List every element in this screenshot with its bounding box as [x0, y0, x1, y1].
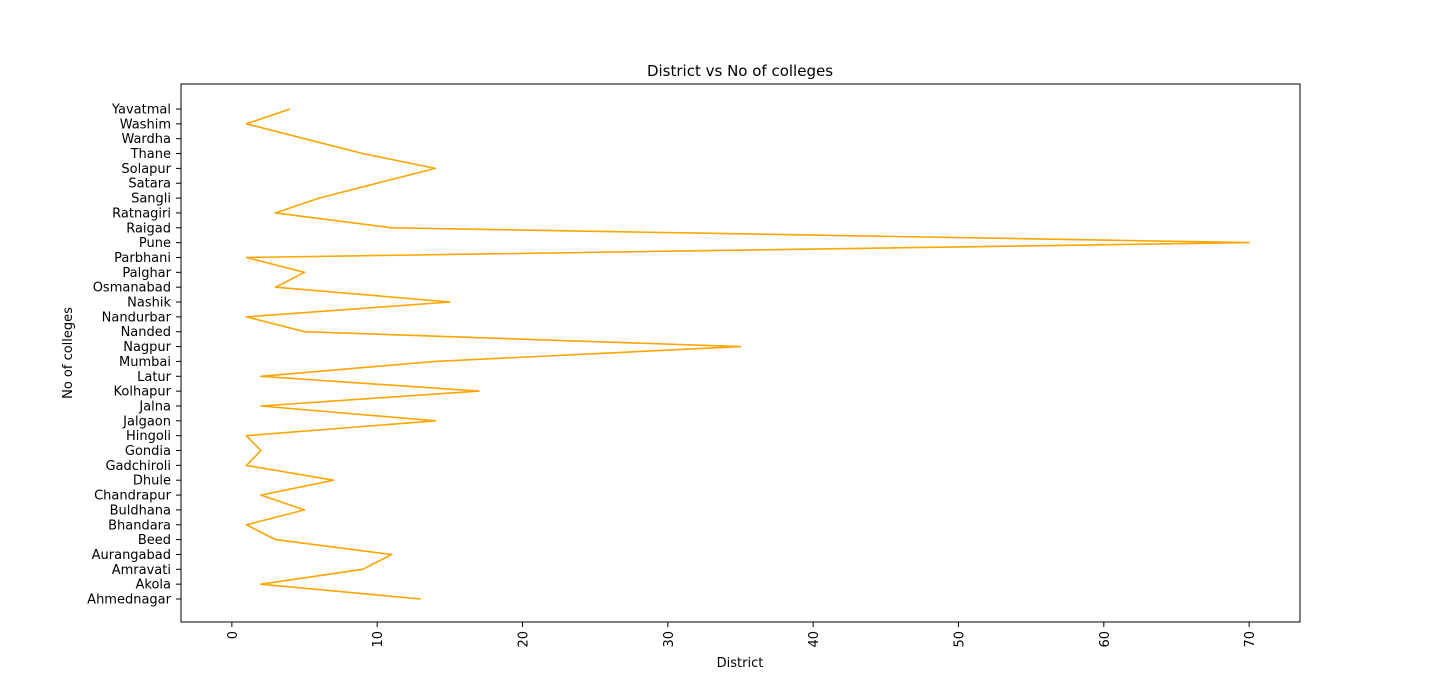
y-tick-label: Akola [136, 578, 172, 593]
y-tick-label: Mumbai [119, 355, 171, 370]
y-tick-label: Thane [130, 147, 171, 162]
y-tick-label: Nanded [121, 325, 171, 340]
x-tick-label: 20 [517, 631, 532, 648]
y-tick-label: Washim [120, 117, 171, 132]
plot-area-frame [180, 83, 1301, 623]
y-tick-label: Beed [138, 533, 171, 548]
y-tick-label: Ratnagiri [112, 206, 171, 221]
y-tick-label: Gondia [125, 444, 171, 459]
x-axis: 0 10 20 30 40 50 60 70 [226, 622, 1258, 648]
y-tick-label: Raigad [126, 221, 171, 236]
y-tick-label: Yavatmal [111, 103, 171, 118]
x-tick-label: 40 [807, 631, 822, 648]
x-tick-label: 0 [226, 631, 241, 639]
y-tick-label: Wardha [121, 132, 171, 147]
y-tick-label: Osmanabad [93, 281, 171, 296]
series-line [245, 108, 1250, 600]
x-tick-label: 50 [952, 631, 967, 648]
chart-title: District vs No of colleges [647, 62, 833, 80]
y-tick-label: Nagpur [123, 340, 171, 355]
y-tick-label: Jalgaon [122, 414, 171, 429]
y-tick-label: Sangli [131, 192, 171, 207]
x-tick-label: 60 [1098, 631, 1113, 648]
y-tick-label: Satara [128, 177, 171, 192]
y-tick-label: Gadchiroli [105, 459, 171, 474]
y-tick-label: Palghar [122, 266, 171, 281]
y-tick-label: Bhandara [108, 518, 171, 533]
x-tick-label: 70 [1243, 631, 1258, 648]
y-tick-label: Hingoli [126, 429, 171, 444]
y-axis-title: No of colleges [61, 307, 76, 399]
y-tick-label: Chandrapur [94, 489, 172, 504]
y-tick-label: Aurangabad [92, 548, 171, 563]
y-tick-label: Ahmednagar [87, 593, 171, 608]
y-tick-label: Amravati [112, 563, 171, 578]
x-tick-label: 10 [371, 631, 386, 648]
y-tick-label: Buldhana [110, 503, 171, 518]
y-tick-label: Nashik [127, 296, 171, 311]
x-tick-label: 30 [662, 631, 677, 648]
y-axis: AhmednagarAkolaAmravatiAurangabadBeedBha… [87, 103, 181, 608]
y-tick-label: Latur [137, 370, 172, 385]
y-tick-label: Dhule [133, 474, 171, 489]
y-tick-label: Pune [139, 236, 171, 251]
y-tick-label: Jalna [138, 399, 171, 414]
x-axis-title: District [717, 656, 764, 671]
y-tick-label: Nandurbar [102, 310, 172, 325]
y-tick-label: Kolhapur [114, 385, 172, 400]
y-tick-label: Solapur [121, 162, 171, 177]
y-tick-label: Parbhani [114, 251, 171, 266]
series-group [245, 108, 1250, 600]
